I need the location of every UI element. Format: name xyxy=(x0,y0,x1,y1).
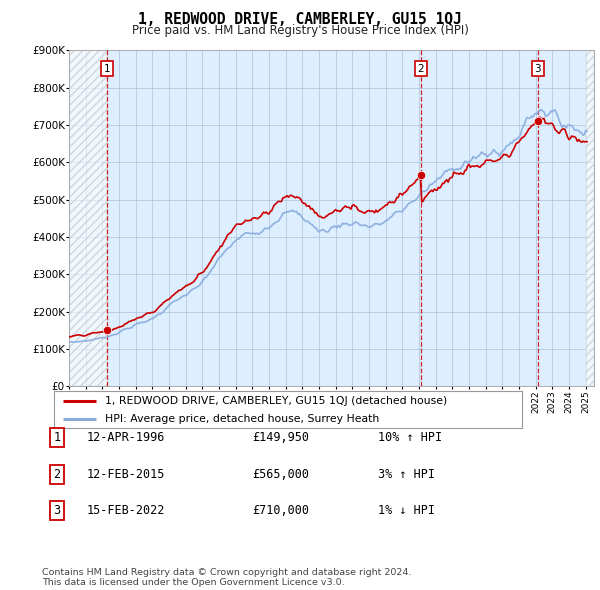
Bar xyxy=(586,50,594,386)
Text: 3: 3 xyxy=(53,504,61,517)
Text: Price paid vs. HM Land Registry's House Price Index (HPI): Price paid vs. HM Land Registry's House … xyxy=(131,24,469,37)
Text: 1% ↓ HPI: 1% ↓ HPI xyxy=(378,504,435,517)
Text: 1, REDWOOD DRIVE, CAMBERLEY, GU15 1QJ: 1, REDWOOD DRIVE, CAMBERLEY, GU15 1QJ xyxy=(138,12,462,27)
Text: 3% ↑ HPI: 3% ↑ HPI xyxy=(378,468,435,481)
Text: £149,950: £149,950 xyxy=(252,431,309,444)
Text: £710,000: £710,000 xyxy=(252,504,309,517)
Text: 2: 2 xyxy=(53,468,61,481)
Text: £565,000: £565,000 xyxy=(252,468,309,481)
Text: 10% ↑ HPI: 10% ↑ HPI xyxy=(378,431,442,444)
Text: HPI: Average price, detached house, Surrey Heath: HPI: Average price, detached house, Surr… xyxy=(106,414,380,424)
Text: 3: 3 xyxy=(535,64,541,74)
Bar xyxy=(69,50,107,386)
Text: 12-APR-1996: 12-APR-1996 xyxy=(87,431,166,444)
Text: 15-FEB-2022: 15-FEB-2022 xyxy=(87,504,166,517)
Text: 1, REDWOOD DRIVE, CAMBERLEY, GU15 1QJ (detached house): 1, REDWOOD DRIVE, CAMBERLEY, GU15 1QJ (d… xyxy=(106,396,448,407)
Text: 2: 2 xyxy=(418,64,424,74)
Text: Contains HM Land Registry data © Crown copyright and database right 2024.
This d: Contains HM Land Registry data © Crown c… xyxy=(42,568,412,587)
Text: 12-FEB-2015: 12-FEB-2015 xyxy=(87,468,166,481)
Text: 1: 1 xyxy=(53,431,61,444)
Text: 1: 1 xyxy=(104,64,110,74)
